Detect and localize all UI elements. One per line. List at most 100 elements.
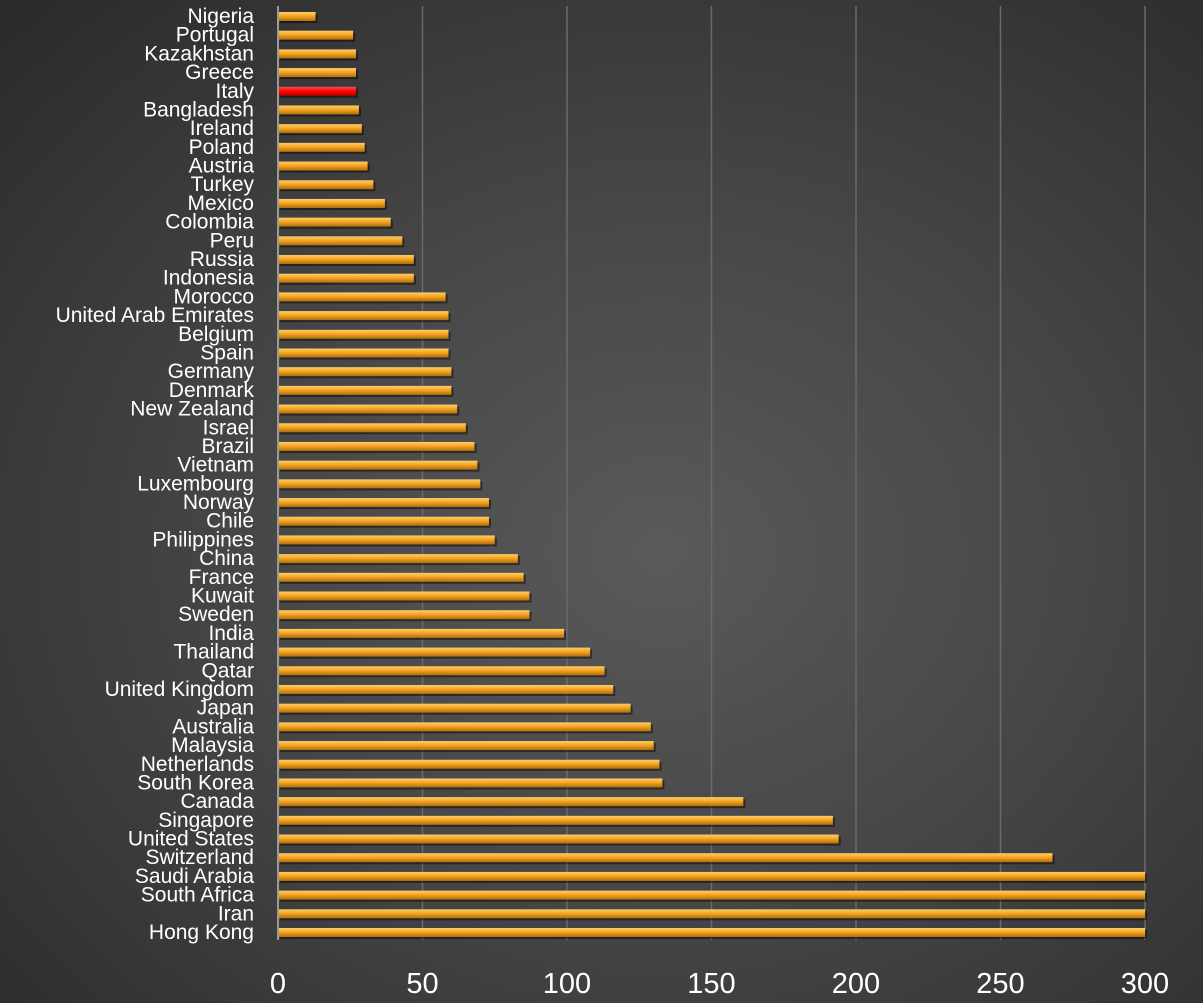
x-tick-label-250: 250 — [976, 968, 1024, 1000]
category-label-south-africa: South Africa — [141, 884, 255, 907]
bar-australia — [278, 722, 651, 732]
category-label-australia: Australia — [172, 715, 254, 738]
x-tick-label-150: 150 — [687, 968, 735, 1000]
category-label-nigeria: Nigeria — [187, 5, 254, 28]
category-label-mexico: Mexico — [187, 192, 254, 215]
category-label-russia: Russia — [190, 248, 255, 271]
category-label-canada: Canada — [180, 790, 254, 813]
bar-qatar — [278, 666, 605, 676]
category-label-indonesia: Indonesia — [163, 267, 254, 290]
category-label-hong-kong: Hong Kong — [149, 921, 254, 944]
category-label-israel: Israel — [203, 416, 254, 439]
category-label-luxembourg: Luxembourg — [137, 472, 254, 495]
category-labels: NigeriaPortugalKazakhstanGreeceItalyBang… — [56, 5, 255, 944]
x-tick-label-100: 100 — [543, 968, 591, 1000]
category-label-vietnam: Vietnam — [177, 454, 254, 477]
x-tick-label-50: 50 — [406, 968, 438, 1000]
category-label-germany: Germany — [168, 360, 255, 383]
bar-united-arab-emirates — [278, 311, 449, 321]
bar-germany — [278, 367, 452, 377]
category-label-netherlands: Netherlands — [141, 753, 254, 776]
category-label-switzerland: Switzerland — [145, 846, 254, 869]
category-label-kuwait: Kuwait — [191, 585, 254, 608]
bar-kazakhstan — [278, 49, 357, 59]
category-label-brazil: Brazil — [201, 435, 254, 458]
bar-belgium — [278, 329, 449, 339]
bar-switzerland — [278, 853, 1053, 863]
x-tick-label-200: 200 — [832, 968, 880, 1000]
bar-russia — [278, 255, 414, 265]
category-label-chile: Chile — [206, 510, 254, 533]
category-label-france: France — [189, 566, 254, 589]
bar-morocco — [278, 292, 446, 302]
category-label-china: China — [199, 547, 254, 570]
bar-hong-kong — [278, 928, 1145, 937]
bar-canada — [278, 797, 744, 807]
category-label-colombia: Colombia — [165, 211, 254, 234]
bar-sweden — [278, 610, 530, 620]
bars — [278, 12, 1147, 939]
bar-netherlands — [278, 759, 660, 769]
bar-colombia — [278, 217, 391, 227]
bar-japan — [278, 703, 631, 713]
category-label-turkey: Turkey — [191, 173, 255, 196]
category-label-morocco: Morocco — [173, 285, 254, 308]
category-label-india: India — [208, 622, 254, 645]
bar-united-kingdom — [278, 684, 614, 694]
bar-mexico — [278, 198, 385, 208]
category-label-bangladesh: Bangladesh — [143, 98, 254, 121]
bar-austria — [278, 161, 368, 171]
category-label-italy: Italy — [215, 80, 254, 103]
category-label-kazakhstan: Kazakhstan — [144, 42, 254, 65]
category-label-ireland: Ireland — [190, 117, 254, 140]
bar-south-korea — [278, 778, 663, 788]
bar-brazil — [278, 441, 475, 451]
x-tick-label-300: 300 — [1121, 968, 1169, 1000]
bar-vietnam — [278, 460, 478, 470]
bar-malaysia — [278, 741, 654, 751]
bar-india — [278, 628, 565, 638]
category-label-south-korea: South Korea — [137, 771, 254, 794]
bar-israel — [278, 423, 466, 433]
category-label-austria: Austria — [189, 155, 255, 178]
bar-italy — [278, 86, 357, 96]
category-label-malaysia: Malaysia — [171, 734, 254, 757]
category-label-united-kingdom: United Kingdom — [105, 678, 254, 701]
category-label-peru: Peru — [210, 229, 254, 252]
bar-chile — [278, 516, 489, 526]
bar-portugal — [278, 30, 354, 40]
bar-greece — [278, 68, 357, 78]
bar-indonesia — [278, 273, 414, 283]
bar-spain — [278, 348, 449, 358]
category-label-saudi-arabia: Saudi Arabia — [135, 865, 254, 888]
bar-china — [278, 554, 518, 564]
bar-kuwait — [278, 591, 530, 601]
category-label-philippines: Philippines — [152, 528, 254, 551]
bar-nigeria — [278, 12, 316, 21]
category-label-belgium: Belgium — [178, 323, 254, 346]
category-label-poland: Poland — [189, 136, 254, 159]
category-label-japan: Japan — [197, 697, 254, 720]
category-label-greece: Greece — [185, 61, 254, 84]
category-label-portugal: Portugal — [176, 24, 254, 47]
bar-thailand — [278, 647, 591, 657]
bar-turkey — [278, 180, 374, 190]
category-label-denmark: Denmark — [169, 379, 255, 402]
category-label-united-arab-emirates: United Arab Emirates — [56, 304, 254, 327]
bar-peru — [278, 236, 403, 246]
category-label-spain: Spain — [200, 341, 254, 364]
category-label-iran: Iran — [218, 902, 254, 925]
bar-singapore — [278, 815, 833, 825]
bar-denmark — [278, 385, 452, 395]
category-label-sweden: Sweden — [178, 603, 254, 626]
bar-bangladesh — [278, 105, 359, 115]
x-axis-tick-labels: 0 50 100 150 200 250 300 — [270, 968, 1169, 1000]
category-label-norway: Norway — [183, 491, 255, 514]
bar-united-states — [278, 834, 839, 844]
category-label-thailand: Thailand — [173, 641, 254, 664]
bar-philippines — [278, 535, 495, 545]
bar-norway — [278, 498, 489, 508]
category-label-new-zealand: New Zealand — [130, 398, 254, 421]
bar-ireland — [278, 124, 362, 134]
